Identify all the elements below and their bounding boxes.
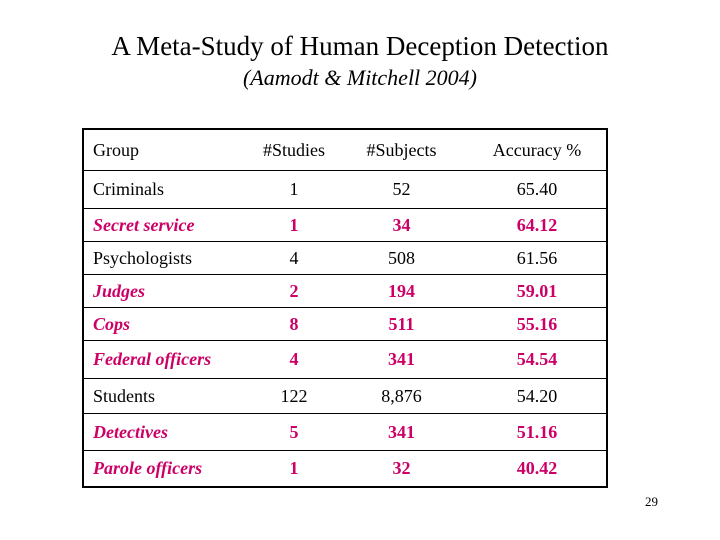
cell-group: Parole officers <box>93 458 203 478</box>
cell-accuracy: 55.16 <box>516 313 558 334</box>
cell-group: Detectives <box>93 421 168 442</box>
cell-group: Cops <box>93 313 131 334</box>
slide-title: A Meta-Study of Human Deception Detectio… <box>111 31 609 61</box>
header-studies: #Studies <box>262 139 325 160</box>
table-row: Students 122 8,876 54.20 <box>84 379 606 414</box>
cell-studies: 4 <box>289 349 299 369</box>
cell-accuracy: 40.42 <box>516 458 558 478</box>
cell-group: Secret service <box>93 214 195 235</box>
table-row: Secret service 1 34 64.12 <box>84 209 606 242</box>
cell-subjects: 511 <box>388 313 415 334</box>
cell-accuracy: 51.16 <box>516 421 558 442</box>
table-row: Detectives 5 341 51.16 <box>84 414 606 451</box>
cell-studies: 5 <box>289 421 299 442</box>
cell-group: Psychologists <box>93 247 193 268</box>
cell-accuracy: 59.01 <box>516 280 558 301</box>
table-header-row: Group #Studies #Subjects Accuracy % <box>84 130 606 171</box>
cell-studies: 2 <box>289 280 299 301</box>
table-row: Judges 2 194 59.01 <box>84 275 606 308</box>
table-row: Psychologists 4 508 61.56 <box>84 242 606 275</box>
cell-subjects: 32 <box>392 458 411 478</box>
header-accuracy: Accuracy % <box>492 139 582 160</box>
cell-subjects: 341 <box>388 349 415 369</box>
header-subjects: #Subjects <box>366 139 437 160</box>
cell-group: Criminals <box>93 179 164 199</box>
cell-accuracy: 54.20 <box>516 385 558 406</box>
cell-subjects: 341 <box>388 421 415 442</box>
cell-accuracy: 65.40 <box>516 179 558 199</box>
cell-subjects: 194 <box>388 280 415 301</box>
results-table: Group #Studies #Subjects Accuracy % Crim… <box>82 128 608 488</box>
cell-studies: 1 <box>289 458 299 478</box>
header-group: Group <box>93 139 139 160</box>
cell-accuracy: 54.54 <box>516 349 558 369</box>
cell-studies: 1 <box>289 179 299 199</box>
cell-studies: 8 <box>289 313 299 334</box>
cell-studies: 122 <box>280 385 308 406</box>
page-number: 29 <box>645 494 658 509</box>
cell-subjects: 52 <box>392 179 411 199</box>
table-row: Federal officers 4 341 54.54 <box>84 341 606 379</box>
cell-accuracy: 64.12 <box>516 214 558 235</box>
table-row: Parole officers 1 32 40.42 <box>84 451 606 486</box>
cell-subjects: 34 <box>392 214 411 235</box>
cell-studies: 4 <box>289 247 299 268</box>
cell-group: Federal officers <box>93 349 212 369</box>
slide-subtitle: (Aamodt & Mitchell 2004) <box>242 65 477 90</box>
cell-studies: 1 <box>289 214 299 235</box>
table-row: Criminals 1 52 65.40 <box>84 171 606 209</box>
table-row: Cops 8 511 55.16 <box>84 308 606 341</box>
cell-group: Students <box>93 385 156 406</box>
cell-subjects: 508 <box>388 247 415 268</box>
cell-accuracy: 61.56 <box>516 247 558 268</box>
cell-group: Judges <box>93 280 146 301</box>
cell-subjects: 8,876 <box>381 385 422 406</box>
